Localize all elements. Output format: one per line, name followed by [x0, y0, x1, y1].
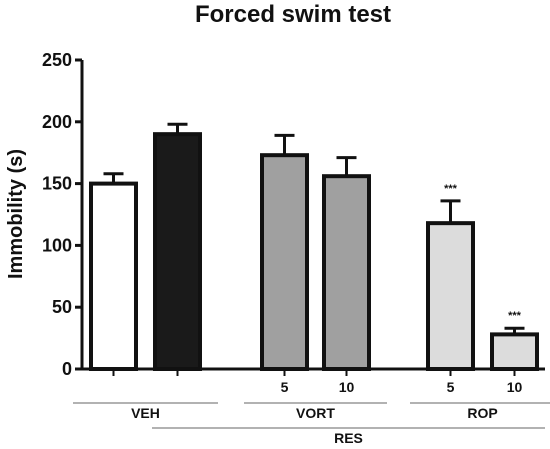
y-tick-label-1: 50: [52, 297, 72, 317]
x-labels: 5 10 5 10 VEH VORT ROP RES: [73, 379, 550, 446]
y-tick-label-5: 250: [42, 50, 72, 70]
bar-0: [89, 181, 138, 371]
bar-2: [260, 153, 309, 371]
y-tick-label-0: 0: [62, 359, 72, 379]
y-tick-label-4: 200: [42, 112, 72, 132]
bar-4: [426, 221, 475, 371]
significance-label-4: ***: [444, 183, 458, 195]
bars: *** ***: [89, 122, 539, 371]
bar-5: [490, 332, 539, 371]
bar-3: [322, 174, 371, 371]
y-tick-label-3: 150: [42, 174, 72, 194]
group-label-0: VEH: [131, 405, 160, 421]
dose-label-3: 10: [339, 379, 355, 395]
group-label-1: VORT: [296, 405, 335, 421]
bar-1: [153, 132, 202, 371]
group-label-2: ROP: [467, 405, 497, 421]
dose-label-2: 5: [281, 379, 289, 395]
chart-title: Forced swim test: [195, 1, 391, 28]
y-axis-label: Immobility (s): [5, 149, 27, 279]
y-tick-label-2: 100: [42, 235, 72, 255]
significance-label-5: ***: [508, 310, 522, 322]
dose-label-5: 10: [507, 379, 523, 395]
dose-label-4: 5: [447, 379, 455, 395]
supergroup-label: RES: [334, 430, 363, 446]
